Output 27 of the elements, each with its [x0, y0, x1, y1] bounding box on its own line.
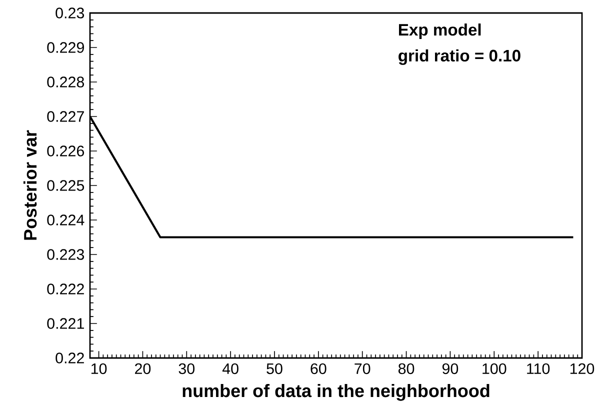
x-tick-label: 120 [570, 363, 594, 374]
y-tick-label: 0.222 [47, 284, 84, 294]
x-tick-label: 30 [178, 363, 194, 374]
y-tick-label: 0.224 [47, 214, 84, 226]
x-tick-label: 90 [442, 363, 458, 374]
y-tick-label: 0.229 [47, 42, 84, 53]
x-axis-title: number of data in the neighborhood [182, 384, 490, 401]
annotation: grid ratio = 0.10 [398, 49, 520, 65]
x-tick-label: 20 [135, 363, 151, 374]
x-tick-label: 40 [222, 363, 238, 374]
x-tick-label: 100 [482, 363, 506, 374]
y-tick-label: 0.22 [56, 352, 84, 364]
x-tick-label: 50 [266, 363, 282, 374]
y-tick-label: 0.23 [56, 8, 84, 18]
y-tick-label: 0.223 [47, 249, 84, 260]
y-axis-title: Posterior var [23, 130, 37, 240]
y-tick-label: 0.226 [47, 146, 84, 156]
x-tick-label: 10 [91, 363, 107, 374]
y-tick-label: 0.228 [47, 76, 84, 88]
y-tick-label: 0.227 [47, 111, 84, 122]
x-tick-label: 60 [310, 363, 326, 374]
x-tick-label: 70 [354, 363, 370, 374]
y-tick-label: 0.225 [47, 180, 84, 191]
x-tick-label: 80 [398, 363, 414, 374]
annotation: Exp model [398, 23, 481, 39]
x-tick-label: 110 [527, 363, 550, 374]
y-tick-label: 0.221 [47, 318, 84, 329]
